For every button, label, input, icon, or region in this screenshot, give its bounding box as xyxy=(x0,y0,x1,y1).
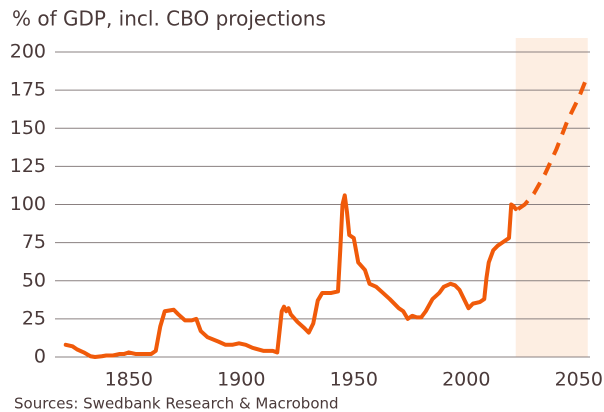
y-tick-label: 200 xyxy=(10,41,46,63)
y-tick-label: 75 xyxy=(22,231,46,253)
x-tick-label: 1850 xyxy=(105,369,153,391)
y-tick-label: 0 xyxy=(34,346,46,368)
y-tick-label: 50 xyxy=(22,269,46,291)
y-tick-label: 100 xyxy=(10,193,46,215)
y-tick-label: 25 xyxy=(22,307,46,329)
x-tick-label: 1900 xyxy=(217,369,265,391)
data-line xyxy=(63,193,518,359)
x-tick-label: 1950 xyxy=(330,369,378,391)
projection-line xyxy=(516,80,588,211)
source: Sources: Swedbank Research & Macrobond xyxy=(14,395,339,412)
x-tick-label: 2050 xyxy=(555,369,603,391)
y-tick-label: 125 xyxy=(10,155,46,177)
chart-subtitle: % of GDP, incl. CBO projections xyxy=(12,7,326,31)
projection-shade xyxy=(515,38,588,357)
y-tick-label: 175 xyxy=(10,79,46,101)
y-tick-label: 150 xyxy=(10,117,46,139)
x-tick-label: 2000 xyxy=(442,369,490,391)
